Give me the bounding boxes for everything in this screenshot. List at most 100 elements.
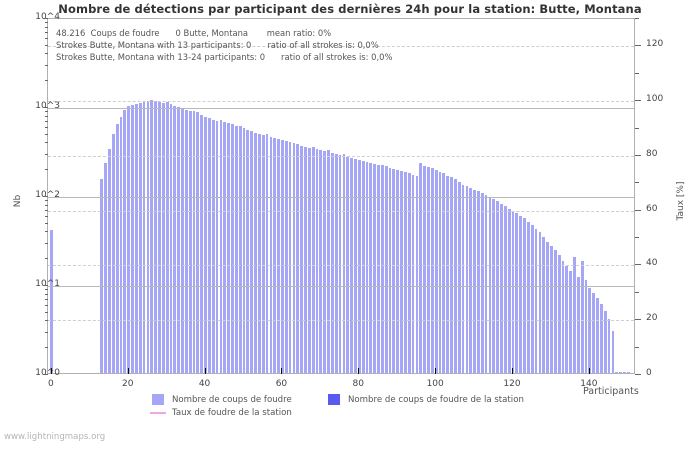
y-minor-tickmark	[45, 169, 48, 171]
gridline-1e1	[48, 286, 634, 287]
bar	[480, 193, 484, 373]
bar	[323, 151, 327, 373]
y-tickmark-right	[635, 264, 641, 266]
bar	[388, 168, 392, 373]
bar	[404, 172, 407, 373]
annotation-line-1: 48.216 Coups de foudre 0 Butte, Montana …	[56, 28, 332, 38]
x-tickmark	[588, 368, 590, 374]
x-tick-label: 40	[198, 379, 211, 389]
bar	[453, 179, 457, 373]
bar	[292, 143, 296, 373]
bar	[427, 167, 430, 373]
bar	[211, 119, 215, 373]
bar	[108, 148, 111, 373]
bar	[184, 110, 188, 373]
y-tick-label-left: 10^2	[35, 190, 60, 200]
y-minor-tickmark	[45, 22, 48, 24]
bar	[503, 206, 507, 373]
bar	[342, 153, 346, 373]
y-tick-label-right: 80	[646, 148, 658, 159]
bar	[507, 208, 511, 373]
bar	[423, 166, 426, 373]
x-tick-label: 140	[580, 379, 598, 389]
bar	[576, 276, 580, 373]
bar	[254, 132, 257, 373]
bar	[515, 213, 519, 373]
bar	[611, 330, 615, 373]
x-tickmark	[204, 368, 206, 374]
y-minor-tickmark	[45, 142, 48, 144]
bar	[177, 106, 181, 373]
legend-color-swatch	[152, 394, 164, 405]
y-minor-tickmark-right	[635, 237, 639, 239]
bar	[477, 191, 480, 373]
bar	[111, 134, 115, 373]
x-tickmark	[281, 368, 283, 374]
bar	[469, 187, 473, 373]
bar	[407, 173, 411, 373]
y-minor-tickmark	[45, 293, 48, 295]
gridline-rate-60	[48, 210, 634, 212]
y-minor-tickmark-right	[635, 182, 639, 184]
legend-item[interactable]: Nombre de coups de foudre de la station	[328, 394, 524, 405]
bar	[346, 156, 350, 373]
bar	[127, 106, 131, 373]
y-minor-tickmark	[45, 222, 48, 224]
x-tick-label: 120	[503, 379, 521, 389]
bar	[227, 123, 230, 373]
y-minor-tickmark	[45, 231, 48, 233]
bar	[596, 297, 599, 373]
legend-item[interactable]: Taux de foudre de la station	[150, 408, 292, 418]
x-tickmark	[435, 368, 437, 374]
bar	[446, 175, 450, 373]
y-tickmark-left	[43, 374, 48, 375]
bar	[580, 261, 584, 373]
bar	[300, 145, 304, 373]
y-minor-tickmark	[45, 64, 48, 66]
x-tick-label: 0	[47, 379, 54, 389]
bar	[100, 179, 104, 373]
bar	[304, 146, 307, 373]
gridline-1e2	[48, 197, 634, 198]
y-tickmark-left	[43, 107, 48, 108]
gridline-1e3	[48, 108, 634, 109]
y-tick-label-right: 100	[646, 94, 664, 105]
x-tick-label: 60	[275, 379, 288, 389]
bar	[400, 171, 403, 373]
bar	[146, 100, 150, 373]
bar	[438, 172, 442, 373]
legend-item[interactable]: Nombre de coups de foudre	[152, 394, 292, 405]
bar	[626, 372, 630, 373]
bar	[450, 176, 453, 373]
bar	[603, 310, 607, 373]
x-axis-label: Participants	[583, 386, 639, 397]
plot-area	[47, 18, 635, 374]
y-minor-tickmark	[45, 111, 48, 113]
bar	[188, 110, 192, 373]
gridline-rate-100	[48, 101, 634, 103]
x-tick-label: 20	[121, 379, 134, 389]
x-tick-label: 100	[426, 379, 444, 389]
bar	[331, 152, 334, 373]
y-minor-tickmark-right	[635, 127, 639, 129]
y-minor-tickmark	[45, 258, 48, 260]
bar	[484, 195, 488, 373]
gridline-rate-120	[48, 46, 634, 48]
y-tickmark-left	[43, 18, 48, 19]
y-minor-tickmark	[45, 298, 48, 300]
bar	[523, 218, 526, 373]
bar	[434, 170, 438, 373]
bar	[338, 155, 342, 373]
bar	[392, 169, 396, 373]
bar	[619, 372, 622, 373]
bar	[500, 203, 503, 373]
bar	[380, 165, 384, 373]
y-axis-left-label: Nb	[13, 194, 23, 208]
y-minor-tickmark	[45, 242, 48, 244]
bar	[565, 265, 569, 373]
bar	[200, 115, 204, 373]
bar	[219, 120, 223, 373]
bar	[284, 141, 288, 373]
bar	[588, 288, 592, 373]
bar	[296, 144, 300, 373]
